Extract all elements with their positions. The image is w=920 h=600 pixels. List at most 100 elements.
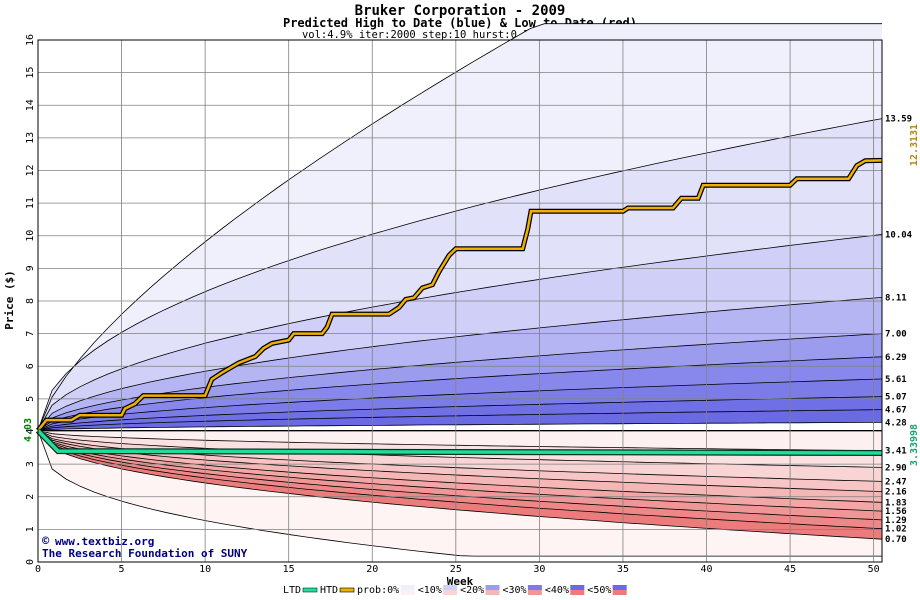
- low-band-outer: [38, 430, 882, 557]
- low-percentile-line-5: [37, 430, 883, 512]
- high-percentile-label: 4.67: [885, 406, 907, 416]
- x-tick-label: 40: [700, 564, 712, 575]
- copyright-icon: ©: [42, 534, 50, 548]
- high-percentile-label: 4.28: [885, 418, 907, 428]
- x-tick-label: 50: [868, 564, 880, 575]
- low-percentile-label: 3.41: [885, 447, 907, 457]
- high-band-8: [38, 409, 882, 431]
- legend-swatch-htd: [339, 587, 355, 593]
- legend-swatch-prob-red-5: [612, 590, 627, 595]
- low-band-8: [38, 430, 882, 540]
- credits-org: The Research Foundation of SUNY: [42, 547, 248, 560]
- y-tick-label: 0: [25, 559, 36, 565]
- legend-swatch-prob-blue-4: [570, 585, 585, 590]
- high-to-date-line: [37, 159, 883, 432]
- low-percentile-label: 1.02: [885, 525, 907, 535]
- legend-swatch-prob-red-2: [485, 590, 500, 595]
- high-percentile-line-0: [37, 23, 882, 431]
- x-axis-label: Week: [447, 575, 474, 588]
- low-band-6: [38, 430, 882, 520]
- high-percentile-label: 13.59: [885, 115, 912, 125]
- legend-swatch-prob-0: [400, 585, 415, 595]
- high-percentile-label: 5.61: [885, 375, 907, 385]
- y-tick-label: 1: [25, 526, 36, 532]
- low-band-7: [38, 430, 882, 529]
- x-tick-label: 20: [366, 564, 378, 575]
- high-percentile-line-3: [37, 297, 883, 431]
- legend-swatch-prob-blue-2: [485, 585, 500, 590]
- high-band-6: [38, 379, 882, 431]
- y-tick-label: 8: [25, 298, 36, 304]
- high-percentile-line-9: [37, 422, 882, 431]
- high-percentile-line-4: [37, 333, 883, 431]
- y-tick-label: 9: [25, 265, 36, 271]
- high-percentile-line-2: [37, 234, 883, 431]
- legend-swatch-prob-red-1: [443, 590, 458, 595]
- legend-label-htd: HTD: [320, 585, 338, 596]
- legend-label-prob-4: <20%: [460, 585, 484, 596]
- low-percentile-line-3: [37, 430, 883, 492]
- high-band-1: [38, 118, 882, 431]
- low-percentile-label: 1.56: [885, 507, 907, 517]
- y-tick-label: 7: [25, 331, 36, 337]
- legend-swatch-prob-1: [443, 585, 458, 595]
- low-percentile-line-0: [37, 430, 883, 452]
- y-tick-label: 16: [25, 34, 36, 46]
- high-band-0: [38, 23, 882, 431]
- high-percentile-label: 5.07: [885, 393, 907, 403]
- y-tick-label: 6: [25, 363, 36, 369]
- legend-swatch-prob-red-3: [527, 590, 542, 595]
- high-band-7: [38, 396, 882, 431]
- high-percentile-line-7: [37, 396, 883, 431]
- legend-swatch-prob-red-4: [570, 590, 585, 595]
- low-end-label: 3.33998: [909, 424, 920, 466]
- high-band-5: [38, 356, 882, 431]
- high-percentile-label: 6.29: [885, 353, 907, 363]
- legend-swatch-prob-red-0: [400, 590, 415, 595]
- low-percentile-line-outer: [37, 430, 882, 557]
- legend-swatch-prob-blue-0: [400, 585, 415, 590]
- low-band-5: [38, 430, 882, 512]
- chart-title: Bruker Corporation - 2009: [355, 3, 566, 19]
- low-percentile-label: 1.29: [885, 516, 907, 526]
- low-percentile-label: 0.70: [885, 535, 907, 545]
- high-percentile-label: 8.11: [885, 293, 907, 303]
- y-tick-label: 13: [25, 132, 36, 144]
- y-tick-label: 11: [25, 197, 36, 209]
- legend-label-prob-5: <30%: [503, 585, 527, 596]
- x-tick-label: 15: [283, 564, 295, 575]
- legend-label-prob-3: <10%: [418, 585, 442, 596]
- high-band-3: [38, 297, 882, 431]
- high-percentile-label: 10.04: [885, 230, 913, 240]
- low-band-2: [38, 430, 882, 482]
- plot-area: 0 5 10 15 20 25 30 35 40 45 5001234567891011121314…: [25, 23, 913, 575]
- credits-url: www.textbiz.org: [55, 535, 154, 548]
- x-tick-label: 35: [617, 564, 629, 575]
- high-end-label: 12.3131: [909, 124, 920, 166]
- legend-swatch-prob-blue-3: [527, 585, 542, 590]
- low-percentile-line-6: [37, 430, 883, 521]
- y-tick-label: 4: [25, 428, 36, 434]
- low-to-date-line: [36, 429, 883, 455]
- x-tick-label: 45: [784, 564, 796, 575]
- legend-label-prob-7: <50%: [587, 585, 611, 596]
- high-band-4: [38, 333, 882, 431]
- low-percentile-label: 2.47: [885, 477, 907, 487]
- legend-label-prob-2: prob:0%: [357, 585, 399, 596]
- y-tick-label: 10: [25, 230, 36, 242]
- legend-swatch-prob-3: [527, 585, 542, 595]
- low-band-1: [38, 430, 882, 468]
- legend-label-ltd: LTD: [283, 585, 301, 596]
- y-tick-label: 14: [25, 99, 36, 111]
- low-percentile-label: 1.83: [885, 498, 907, 508]
- legend-swatch-prob-2: [485, 585, 500, 595]
- y-tick-label: 2: [25, 494, 36, 500]
- legend-swatch-prob-4: [570, 585, 585, 595]
- legend: LTD HTD prob:0% <10% <20% <30% <40% <50%: [283, 585, 627, 596]
- high-percentile-line-6: [37, 378, 883, 431]
- high-percentile-line-5: [37, 356, 883, 431]
- legend-swatch-prob-5: [612, 585, 627, 595]
- x-tick-label: 5: [119, 564, 125, 575]
- x-tick-label: 30: [533, 564, 545, 575]
